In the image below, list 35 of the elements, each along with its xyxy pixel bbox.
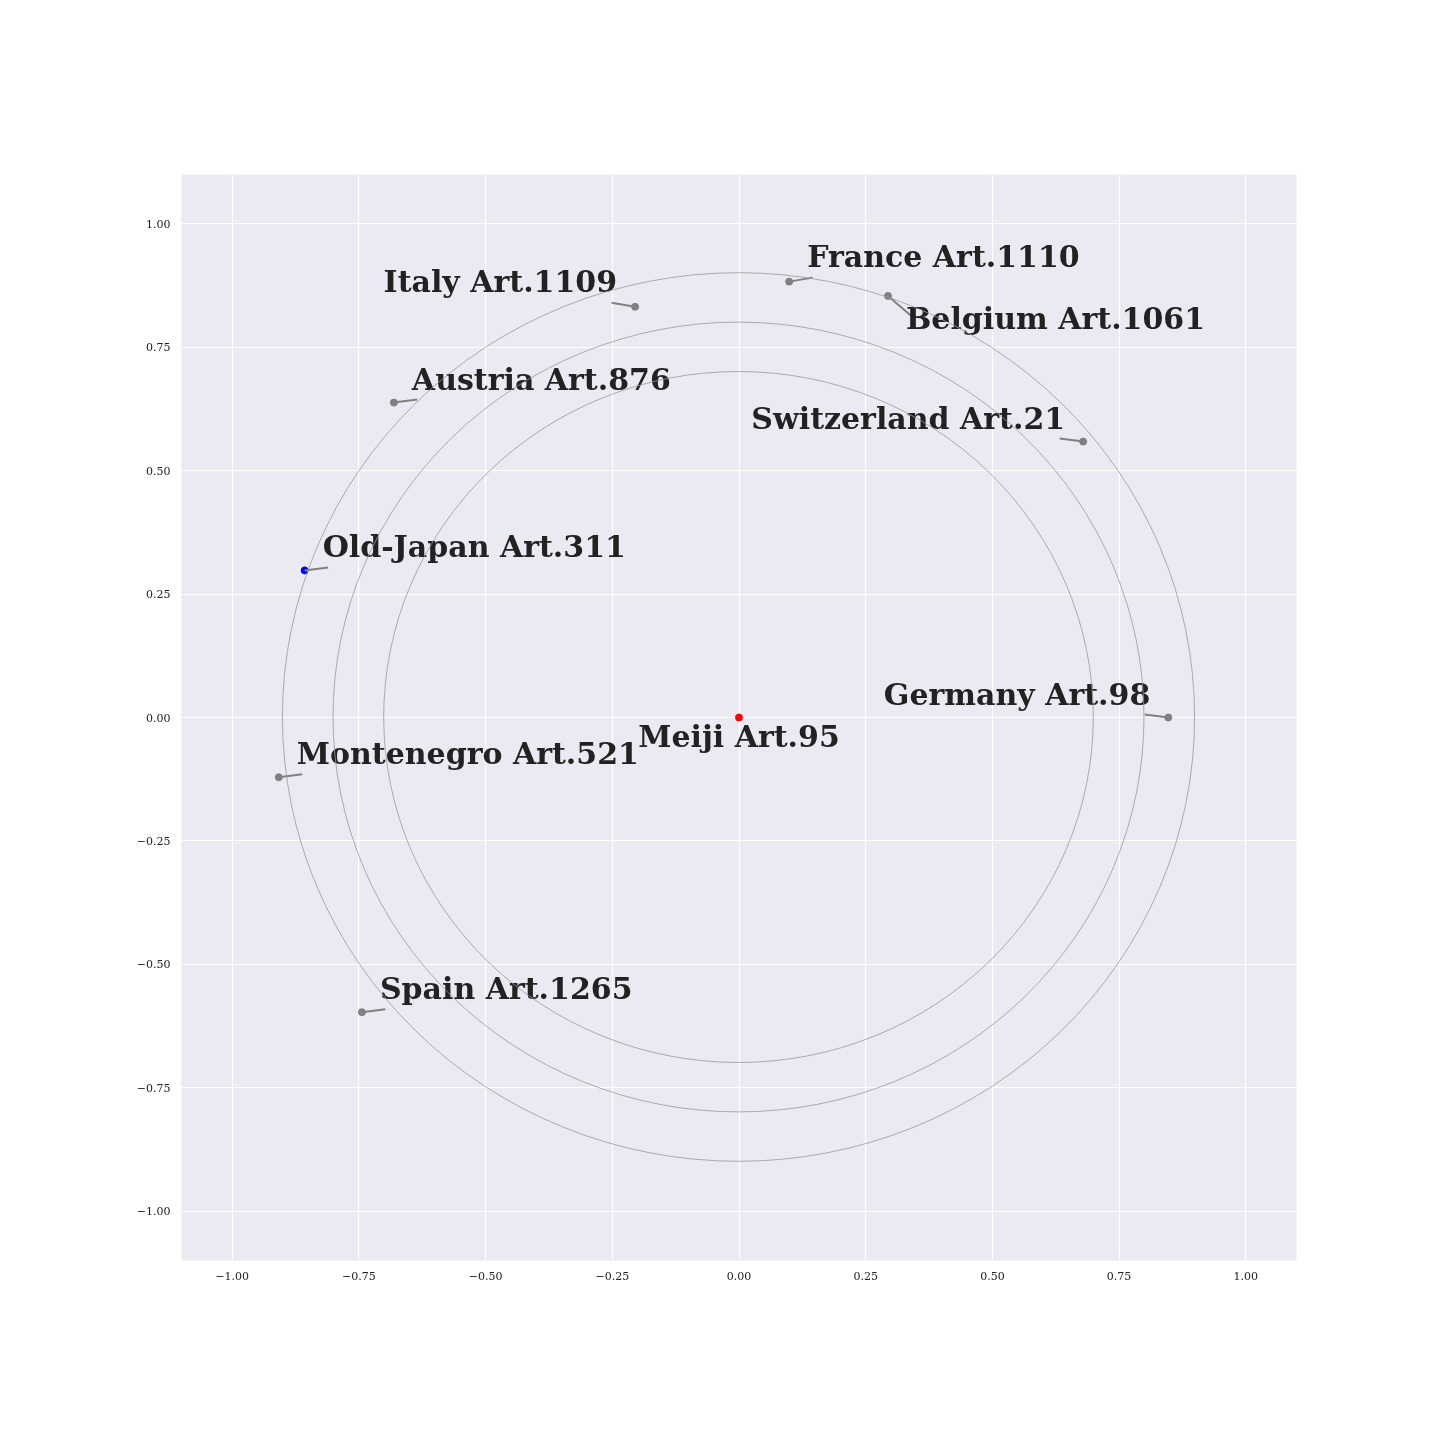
x-tick-label: 0.00 (726, 1269, 752, 1283)
point (357, 1008, 366, 1017)
point (1079, 437, 1088, 446)
data-label: Switzerland Art.21 (751, 400, 1066, 436)
x-tick-label: 0.75 (1106, 1269, 1132, 1283)
x-tick-label: −0.75 (342, 1269, 376, 1283)
y-tick-label: 0.50 (146, 464, 171, 478)
y-tick-label: 0.00 (146, 711, 171, 725)
y-tick-label: 0.75 (146, 341, 171, 355)
x-tick-label: 0.50 (980, 1269, 1005, 1283)
data-label: Meiji Art.95 (638, 718, 840, 754)
y-tick-label: −0.50 (136, 958, 171, 972)
data-label: France Art.1110 (807, 238, 1080, 274)
x-tick-label: −0.50 (468, 1269, 503, 1283)
x-tick-label: −0.25 (595, 1269, 630, 1283)
data-label: Austria Art.876 (410, 361, 671, 397)
x-tick-label: 0.25 (853, 1269, 878, 1283)
y-tick-label: 1.00 (146, 217, 171, 231)
data-label: Old-Japan Art.311 (322, 529, 626, 565)
point (274, 773, 283, 782)
y-tick-label: 0.25 (146, 588, 171, 602)
point (785, 277, 794, 286)
y-tick-label: −0.25 (136, 834, 171, 848)
y-tick-label: −0.75 (136, 1081, 171, 1095)
point (631, 302, 640, 311)
data-label: Italy Art.1109 (383, 263, 618, 299)
data-label: Belgium Art.1061 (906, 300, 1206, 336)
data-label: Spain Art.1265 (379, 971, 633, 1007)
point (389, 398, 398, 407)
data-label: Germany Art.98 (883, 676, 1151, 712)
data-label: Montenegro Art.521 (296, 736, 639, 772)
y-tick-label: −1.00 (136, 1205, 171, 1219)
x-tick-label: 1.00 (1233, 1269, 1259, 1283)
point (1164, 713, 1173, 722)
x-tick-label: −1.00 (215, 1269, 250, 1283)
